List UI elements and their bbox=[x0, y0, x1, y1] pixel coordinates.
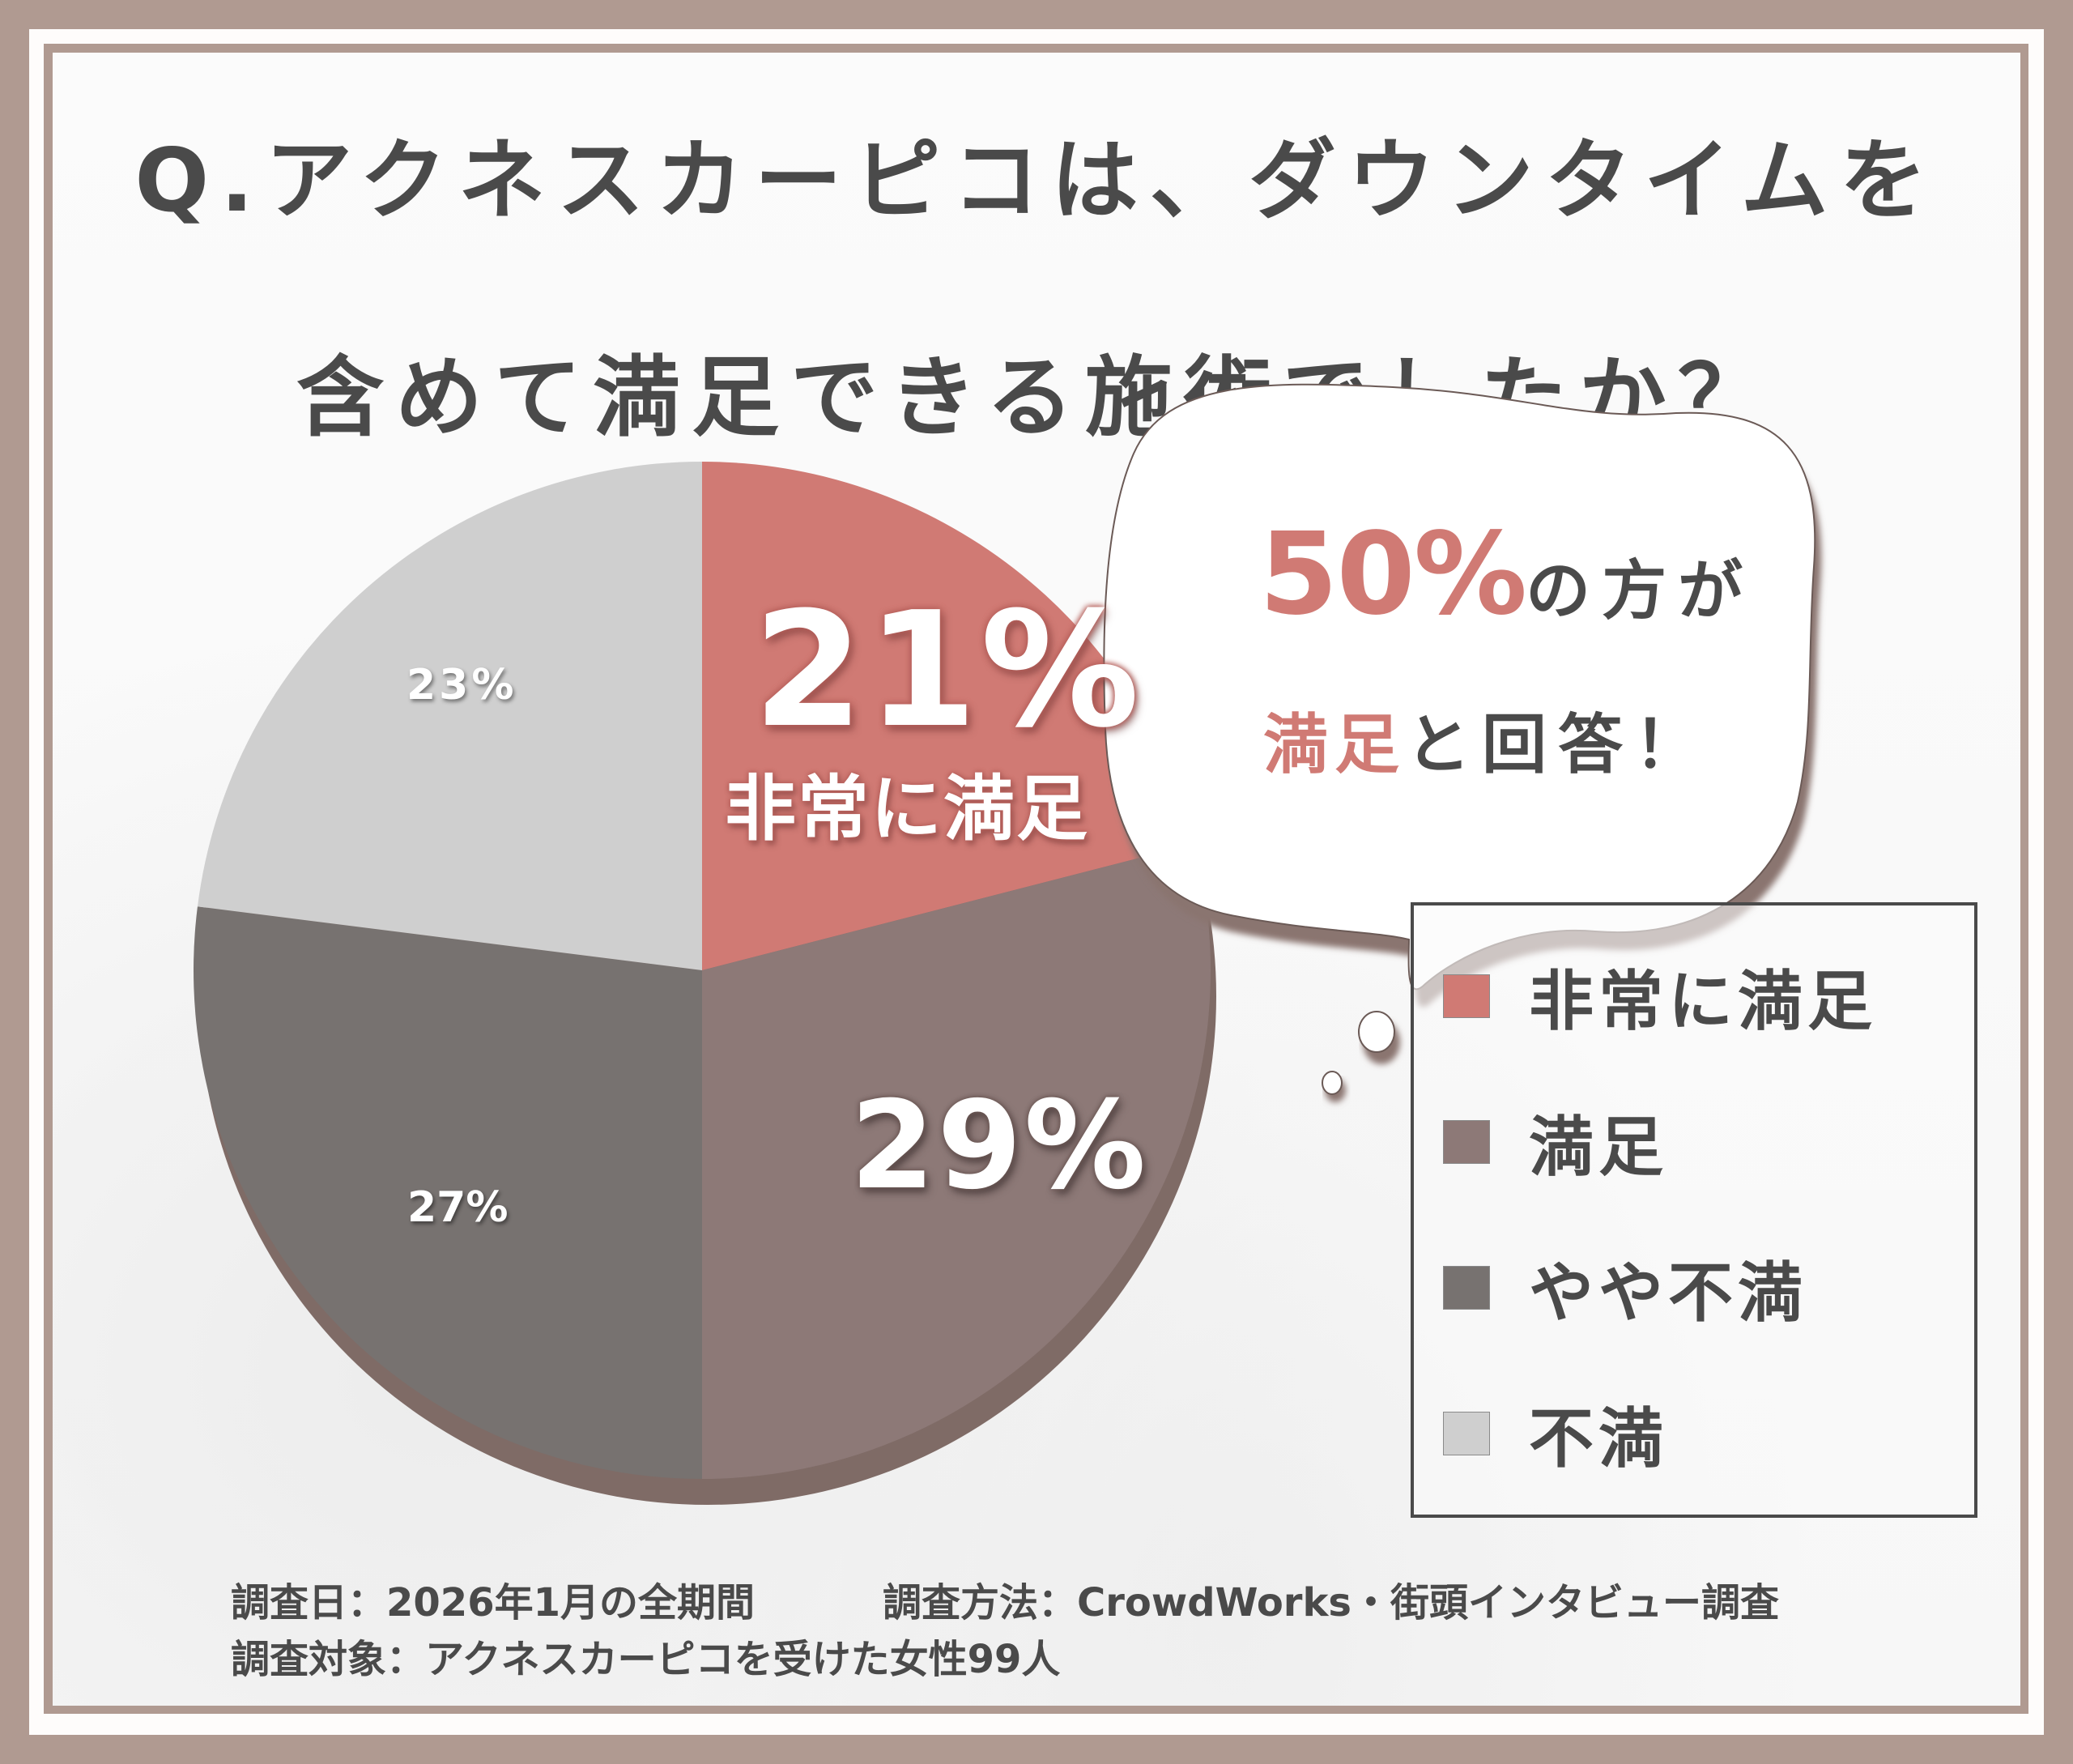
legend-label: 不満 bbox=[1529, 1401, 1668, 1476]
pie-slices bbox=[193, 462, 1211, 1479]
slice-label-very-satisfied-pct: 21% bbox=[753, 578, 1143, 763]
callout-text2: と回答！ bbox=[1406, 707, 1710, 782]
legend-label: やや不満 bbox=[1529, 1255, 1807, 1331]
callout-bubble bbox=[1103, 383, 1816, 991]
callout-highlight-pct: 50% bbox=[1259, 509, 1527, 641]
legend-item-very-satisfied: 非常に満足 bbox=[1443, 964, 1877, 1039]
legend-item-somewhat-dissatisfied: やや不満 bbox=[1443, 1255, 1807, 1331]
chart-legend: 非常に満足 満足 やや不満 不満 bbox=[1411, 902, 1977, 1518]
footer-survey-date: 調査日：2026年1月の全期間 bbox=[231, 1580, 755, 1626]
question-title-line1: Q.アクネスカーピコは、ダウンタイムを bbox=[134, 130, 1939, 232]
legend-swatch-satisfied bbox=[1443, 1120, 1490, 1164]
callout-line2: 満足と回答！ bbox=[1263, 713, 1710, 778]
footer-survey-target: 調査対象：アクネスカーピコを受けた女性99人 bbox=[231, 1637, 1061, 1682]
legend-swatch-somewhat-dissatisfied bbox=[1443, 1266, 1490, 1310]
legend-item-satisfied: 満足 bbox=[1443, 1110, 1668, 1185]
pie-slice-dissatisfied bbox=[197, 462, 702, 970]
legend-item-dissatisfied: 不満 bbox=[1443, 1401, 1668, 1476]
slice-label-very-satisfied-name: 非常に満足 bbox=[725, 767, 1090, 850]
bubble-dot-small bbox=[1322, 1071, 1343, 1095]
callout-line1: 50%の方が bbox=[1259, 518, 1754, 632]
pie-slice-very-satisfied bbox=[702, 462, 1195, 970]
footer-survey-method: 調査方法：CrowdWorks・街頭インタビュー調査 bbox=[883, 1580, 1779, 1626]
pie-slice-satisfied bbox=[702, 843, 1211, 1479]
callout-text1: の方が bbox=[1526, 553, 1755, 628]
legend-label: 非常に満足 bbox=[1529, 964, 1877, 1039]
pie-slice-somewhat-dissatisfied bbox=[193, 906, 702, 1479]
callout-highlight-word: 満足 bbox=[1263, 707, 1406, 782]
legend-swatch-very-satisfied bbox=[1443, 974, 1490, 1018]
slice-label-dissatisfied-pct: 23% bbox=[407, 661, 517, 709]
legend-swatch-dissatisfied bbox=[1443, 1412, 1490, 1455]
legend-label: 満足 bbox=[1529, 1110, 1668, 1185]
slice-label-somewhat-dissatisfied-pct: 27% bbox=[407, 1183, 509, 1232]
slice-label-satisfied-pct: 29% bbox=[850, 1076, 1149, 1216]
bubble-dot-large bbox=[1358, 1011, 1395, 1053]
